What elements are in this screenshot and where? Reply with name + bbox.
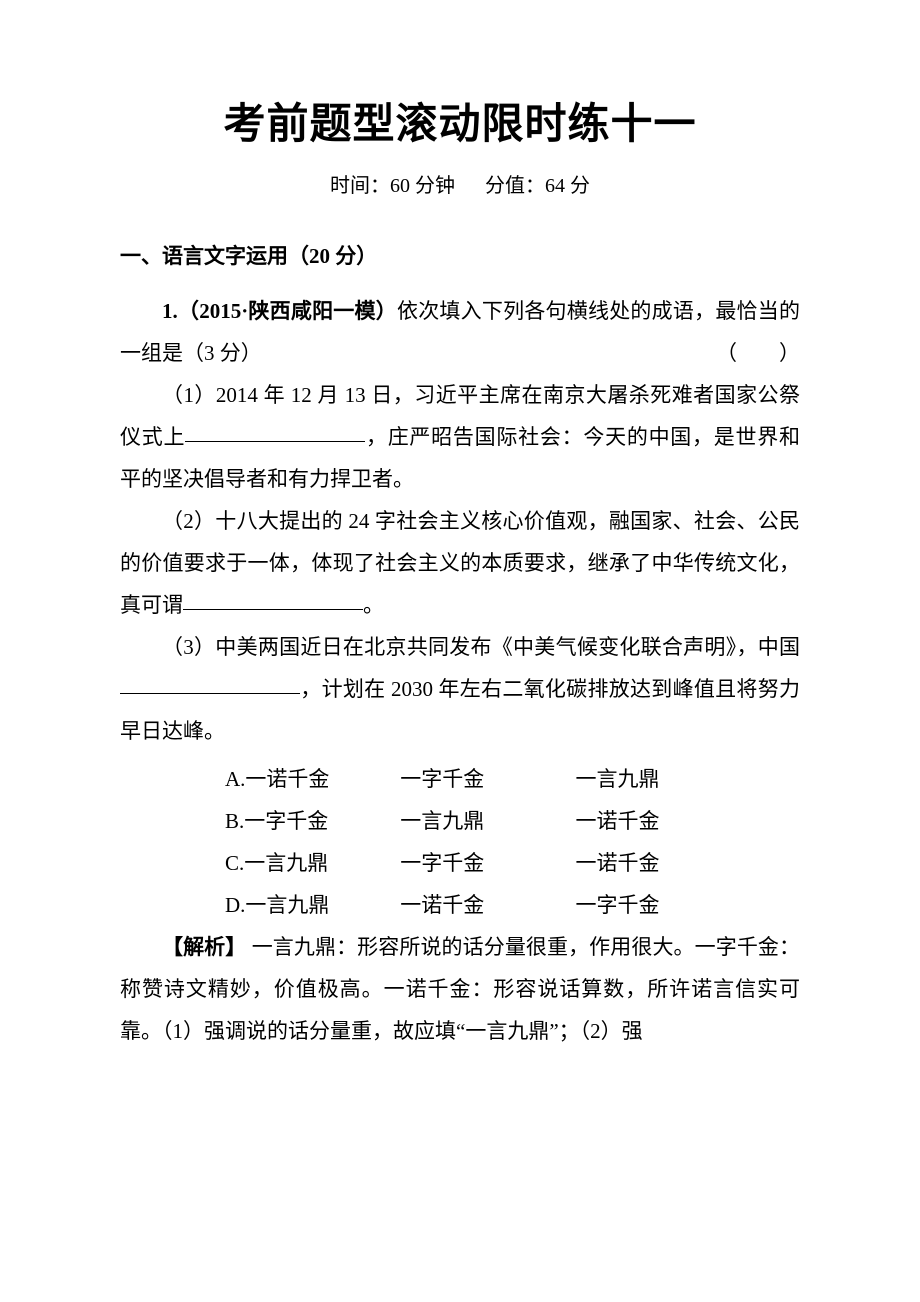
opt-c-key: C. xyxy=(225,851,244,875)
q1-sub2-b: 。 xyxy=(363,593,384,617)
time-value: 60 分钟 xyxy=(390,175,455,197)
q1-number: 1. xyxy=(162,299,178,323)
option-b: B.一字千金 一言九鼎 一诺千金 xyxy=(120,800,800,842)
opt-a-key: A. xyxy=(225,767,245,791)
opt-b-3: 一诺千金 xyxy=(576,800,746,842)
opt-d-key: D. xyxy=(225,893,245,917)
page: 考前题型滚动限时练十一 时间：60 分钟 分值：64 分 一、语言文字运用（20… xyxy=(0,0,920,1302)
option-a: A.一诺千金 一字千金 一言九鼎 xyxy=(120,758,800,800)
opt-a-2: 一字千金 xyxy=(400,758,570,800)
q1-sub3-a: （3）中美两国近日在北京共同发布《中美气候变化联合声明》，中国 xyxy=(162,635,800,659)
opt-b-key: B. xyxy=(225,809,244,833)
blank-1 xyxy=(185,420,365,442)
score-label: 分值： xyxy=(485,175,545,197)
opt-d-2: 一诺千金 xyxy=(400,884,570,926)
q1-options: A.一诺千金 一字千金 一言九鼎 B.一字千金 一言九鼎 一诺千金 C.一言九鼎… xyxy=(120,758,800,926)
q1-source: （2015·陕西咸阳一模） xyxy=(178,299,397,323)
blank-3 xyxy=(120,672,300,694)
opt-c-3: 一诺千金 xyxy=(576,842,746,884)
opt-a-1: 一诺千金 xyxy=(245,767,329,791)
score-value: 64 分 xyxy=(545,175,590,197)
q1-stem: 1.（2015·陕西咸阳一模）依次填入下列各句横线处的成语，最恰当的一组是（3 … xyxy=(120,290,800,374)
opt-b-1: 一字千金 xyxy=(244,809,328,833)
opt-a-3: 一言九鼎 xyxy=(576,758,746,800)
opt-c-2: 一字千金 xyxy=(400,842,570,884)
opt-c-1: 一言九鼎 xyxy=(244,851,328,875)
opt-d-3: 一字千金 xyxy=(576,884,746,926)
analysis-label: 【解析】 xyxy=(162,935,246,959)
q1-analysis: 【解析】 一言九鼎：形容所说的话分量很重，作用很大。一字千金：称赞诗文精妙，价值… xyxy=(120,926,800,1052)
answer-paren: （ ） xyxy=(674,332,800,374)
opt-d-1: 一言九鼎 xyxy=(245,893,329,917)
option-d: D.一言九鼎 一诺千金 一字千金 xyxy=(120,884,800,926)
section-1-heading: 一、语言文字运用（20 分） xyxy=(120,240,800,270)
time-label: 时间： xyxy=(330,175,390,197)
blank-2 xyxy=(183,588,363,610)
q1-sub3: （3）中美两国近日在北京共同发布《中美气候变化联合声明》，中国，计划在 2030… xyxy=(120,626,800,752)
q1-sub2: （2）十八大提出的 24 字社会主义核心价值观，融国家、社会、公民的价值要求于一… xyxy=(120,500,800,626)
doc-meta: 时间：60 分钟 分值：64 分 xyxy=(120,169,800,198)
option-c: C.一言九鼎 一字千金 一诺千金 xyxy=(120,842,800,884)
opt-b-2: 一言九鼎 xyxy=(400,800,570,842)
q1-sub1: （1）2014 年 12 月 13 日，习近平主席在南京大屠杀死难者国家公祭仪式… xyxy=(120,374,800,500)
doc-title: 考前题型滚动限时练十一 xyxy=(120,90,800,151)
